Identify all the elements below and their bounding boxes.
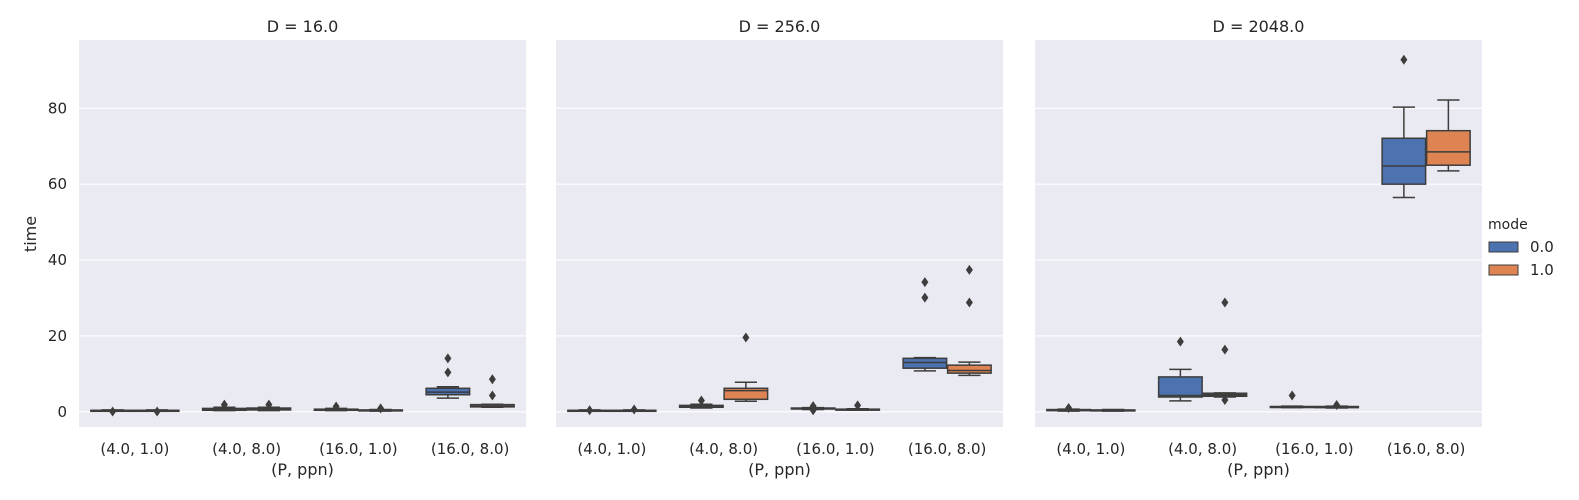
outlier-point [854,400,862,411]
box-iqr [1381,137,1427,185]
box-_4.0_1.0_-mode-0.0 [1046,403,1092,414]
outlier-point [220,399,228,410]
outlier-point [444,367,452,378]
outlier-point [1400,54,1408,65]
legend-label: 0.0 [1530,238,1554,256]
outlier-point [1176,336,1184,347]
y-tick-label: 40 [48,251,67,269]
outlier-point [965,264,973,275]
y-tick-label: 0 [57,403,67,421]
box-_4.0_8.0_-mode-1.0 [246,399,292,412]
legend-swatch [1488,241,1519,253]
x-tick-label: (16.0, 1.0) [796,440,875,458]
x-tick-label: (16.0, 8.0) [431,440,510,458]
outlier-point [1288,390,1296,401]
outlier-point [586,405,594,416]
outlier-point [697,395,705,406]
y-tick-label: 60 [48,175,67,193]
outlier-point [742,332,750,343]
y-axis-label: time [21,216,40,252]
x-tick-label: (16.0, 8.0) [1387,440,1466,458]
x-tick-label: (16.0, 1.0) [319,440,398,458]
y-tick-label: 20 [48,327,67,345]
outlier-point [921,292,929,303]
x-tick-label: (4.0, 8.0) [1168,440,1237,458]
outlier-point [630,404,638,415]
facet-panel-3: D = 2048.0 (4.0, 1.0) (4.0, 8.0) (16.0, 1.0… [1035,17,1482,479]
outlier-point [377,403,385,414]
box-iqr [1157,376,1203,398]
x-tick-label: (16.0, 1.0) [1275,440,1354,458]
box-_16.0_1.0_-mode-0.0 [313,401,359,412]
box-_4.0_1.0_-mode-0.0 [90,406,136,417]
outlier-point [444,353,452,364]
box-_4.0_1.0_-mode-1.0 [1090,408,1136,412]
x-axis-label: (P, ppn) [748,460,811,479]
box-_16.0_8.0_-mode-1.0 [1425,99,1471,172]
facet-panel-2: D = 256.0 (4.0, 1.0) (4.0, 8.0) (16.0, 1.0)… [556,17,1003,479]
x-tick-label: (16.0, 8.0) [908,440,987,458]
legend-title: mode [1488,217,1528,233]
x-tick-label: (4.0, 1.0) [100,440,169,458]
box-_16.0_8.0_-mode-0.0 [902,277,948,372]
panel-title: D = 2048.0 [1213,17,1305,36]
box-_4.0_8.0_-mode-0.0 [678,395,724,409]
facet-panel-1: 0 20 40 60 80 D = 16.0 (4.0, 1.0) (4.0, 8.0) (16… [48,17,526,479]
legend-swatch [1488,264,1519,276]
outlier-point [1221,395,1229,406]
box-_16.0_8.0_-mode-1.0 [469,374,515,409]
box-_16.0_8.0_-mode-0.0 [425,353,471,399]
outlier-point [1065,403,1073,414]
x-tick-label: (4.0, 1.0) [1056,440,1125,458]
x-axis-label: (P, ppn) [1227,460,1290,479]
box-_4.0_8.0_-mode-0.0 [1157,336,1203,402]
box-_4.0_1.0_-mode-1.0 [134,406,180,417]
x-tick-label: (4.0, 8.0) [689,440,758,458]
legend-label: 1.0 [1530,261,1554,279]
panel-title: D = 16.0 [267,17,339,36]
box-iqr [946,364,992,374]
box-_4.0_8.0_-mode-1.0 [1202,297,1248,406]
box-iqr [1425,129,1471,166]
box-_16.0_1.0_-mode-0.0 [790,401,836,416]
outlier-point [332,401,340,412]
outlier-point [109,406,117,417]
box-_16.0_1.0_-mode-1.0 [358,403,404,414]
outlier-point [921,277,929,288]
x-axis-label: (P, ppn) [271,460,334,479]
y-tick-label: 80 [48,99,67,117]
outlier-point [809,401,817,412]
outlier-point [488,390,496,401]
box-_4.0_1.0_-mode-0.0 [567,405,613,416]
box-iqr [902,357,948,369]
box-iqr [723,387,769,401]
box-_16.0_8.0_-mode-0.0 [1381,54,1427,199]
box-_16.0_1.0_-mode-0.0 [1269,390,1315,409]
box-_16.0_1.0_-mode-1.0 [835,400,881,412]
box-_4.0_8.0_-mode-1.0 [723,332,769,402]
x-tick-label: (4.0, 8.0) [212,440,281,458]
panel-title: D = 256.0 [739,17,821,36]
outlier-point [1333,399,1341,410]
box-_16.0_8.0_-mode-1.0 [946,264,992,377]
plot-background [556,40,1003,427]
outlier-point [488,374,496,385]
outlier-point [265,399,273,410]
outlier-point [965,297,973,308]
plot-background [1035,40,1482,427]
outlier-point [1221,297,1229,308]
plot-background [79,40,526,427]
box-_16.0_1.0_-mode-1.0 [1314,399,1360,410]
outlier-point [1221,344,1229,355]
outlier-point [153,406,161,417]
x-tick-label: (4.0, 1.0) [577,440,646,458]
box-_4.0_1.0_-mode-1.0 [611,404,657,415]
box-_4.0_8.0_-mode-0.0 [201,399,247,412]
